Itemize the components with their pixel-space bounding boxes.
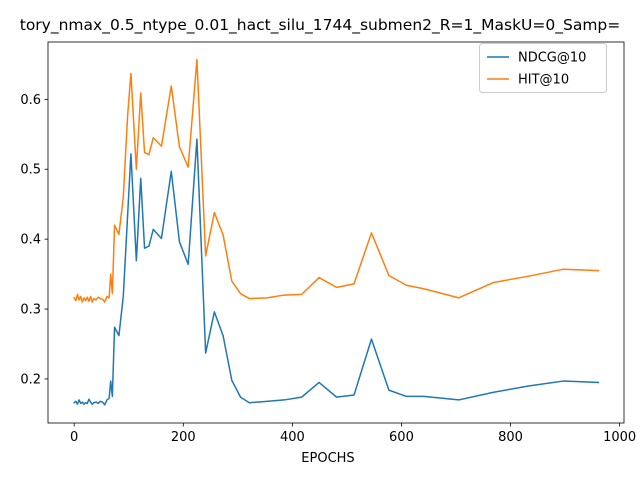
- y-axis-ticks: 0.2 0.3 0.4 0.5 0.6: [20, 93, 48, 387]
- x-tick-label: 800: [498, 430, 523, 445]
- axes-frame: [47, 41, 625, 424]
- x-tick-label: 400: [280, 430, 305, 445]
- x-axis-ticks: 0 200 400 600 800 1000: [70, 423, 636, 445]
- x-tick-label: 200: [171, 430, 196, 445]
- plot-lines: [73, 58, 600, 406]
- series-line-hit: [73, 58, 600, 303]
- chart-title: tory_nmax_0.5_ntype_0.01_hact_silu_1744_…: [20, 16, 621, 35]
- legend-label: HIT@10: [518, 73, 569, 88]
- axes-border: [47, 41, 625, 424]
- x-tick-label: 1000: [603, 430, 636, 445]
- y-tick-label: 0.2: [20, 372, 41, 387]
- y-tick-label: 0.4: [20, 233, 41, 248]
- series-line-ndcg: [73, 138, 600, 406]
- x-axis-label: EPOCHS: [301, 451, 354, 466]
- x-tick-label: 600: [389, 430, 414, 445]
- y-tick-label: 0.3: [20, 303, 41, 318]
- legend: NDCG@10 HIT@10: [479, 43, 607, 93]
- legend-label: NDCG@10: [518, 51, 586, 66]
- x-tick-label: 0: [70, 430, 78, 445]
- y-tick-label: 0.6: [20, 93, 41, 108]
- y-tick-label: 0.5: [20, 163, 41, 178]
- legend-box: [479, 43, 607, 93]
